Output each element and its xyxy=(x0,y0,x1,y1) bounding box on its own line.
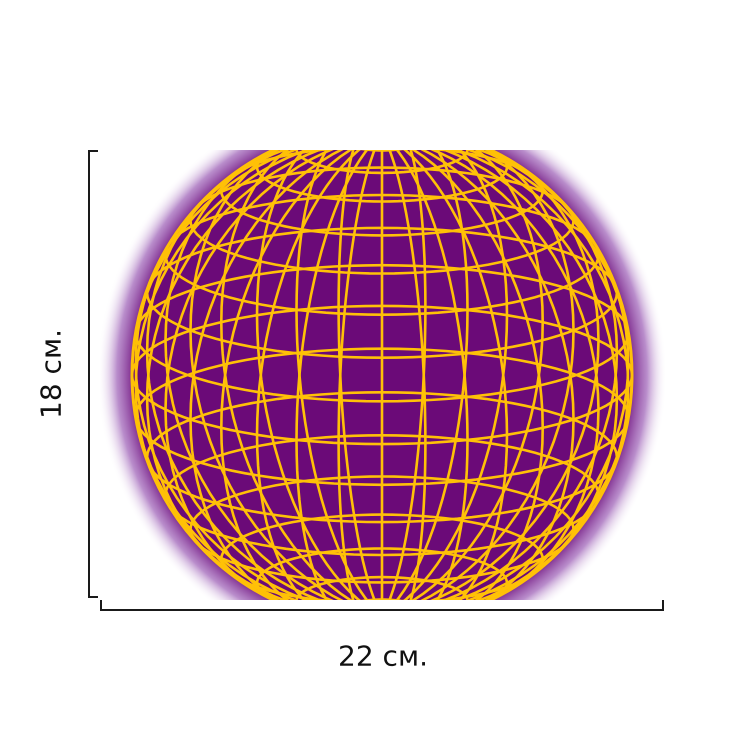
product-image xyxy=(100,150,665,600)
width-dimension-tick xyxy=(100,600,102,611)
width-dimension-line xyxy=(100,609,664,611)
wire-meridian xyxy=(219,150,544,600)
height-dimension-tick xyxy=(88,150,98,152)
wireframe-globe-icon xyxy=(100,150,665,600)
wire-meridian xyxy=(164,150,600,600)
wire-meridian xyxy=(189,150,575,600)
wire-meridian xyxy=(255,150,509,600)
height-label: 18 см. xyxy=(34,329,68,419)
height-dimension-line xyxy=(88,150,90,598)
wire-meridian xyxy=(189,150,575,600)
wire-meridian xyxy=(134,150,630,600)
sphere-outline xyxy=(130,150,634,600)
wire-meridian xyxy=(295,150,469,600)
wire-meridian xyxy=(337,150,427,600)
wire-meridian xyxy=(295,150,469,600)
width-label: 22 см. xyxy=(338,639,428,673)
wire-meridian xyxy=(337,150,427,600)
width-dimension-tick xyxy=(662,600,664,611)
wire-meridian xyxy=(132,150,632,600)
wire-meridian xyxy=(134,150,630,600)
height-dimension-tick xyxy=(88,596,98,598)
wire-meridian xyxy=(255,150,509,600)
wire-meridian xyxy=(219,150,544,600)
wire-meridian xyxy=(164,150,600,600)
